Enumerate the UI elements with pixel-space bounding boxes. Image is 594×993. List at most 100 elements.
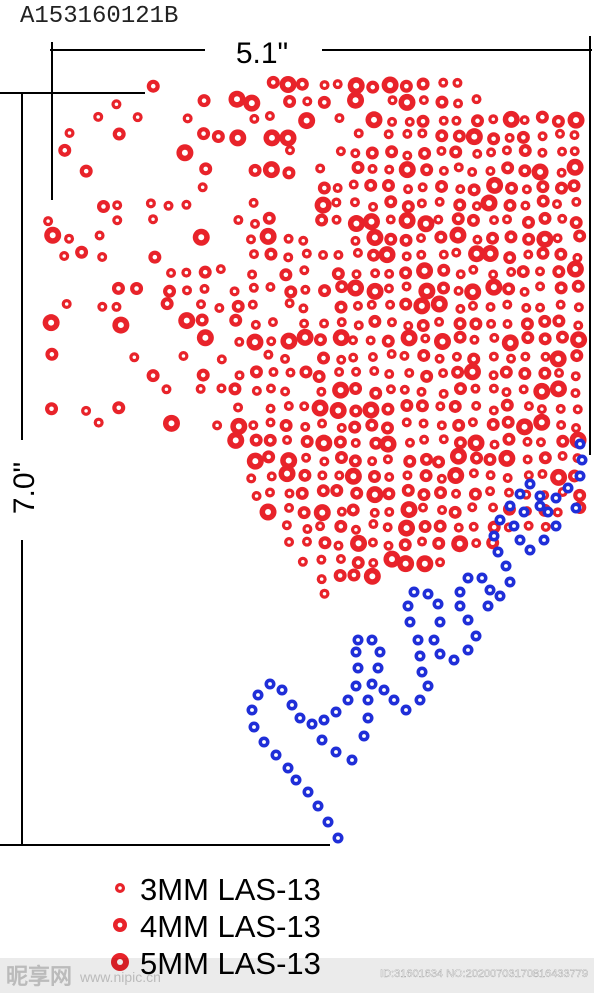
rhinestone-hole	[322, 718, 326, 722]
rhinestone-hole	[114, 102, 119, 107]
rhinestone-hole	[237, 373, 242, 378]
rhinestone-hole	[268, 251, 274, 257]
rhinestone-hole	[387, 272, 391, 276]
rhinestone-hole	[471, 525, 476, 529]
rhinestone-hole	[423, 336, 428, 341]
rhinestone-hole	[574, 374, 578, 378]
rhinestone-hole	[436, 217, 441, 222]
rhinestone-hole	[322, 459, 327, 464]
rhinestone-hole	[403, 270, 408, 276]
rhinestone-hole	[283, 389, 287, 394]
rhinestone-hole	[235, 304, 241, 309]
rhinestone-hole	[507, 136, 512, 140]
rhinestone-hole	[352, 424, 357, 430]
rhinestone-hole	[302, 404, 306, 409]
rhinestone-hole	[491, 505, 495, 510]
rhinestone-hole	[262, 740, 266, 744]
rhinestone-hole	[252, 286, 256, 290]
rhinestone-hole	[354, 650, 358, 654]
rhinestone-hole	[573, 391, 578, 395]
rhinestone-hole	[252, 725, 256, 729]
rhinestone-hole	[491, 524, 497, 530]
rhinestone-hole	[265, 233, 272, 240]
rhinestone-hole	[436, 541, 442, 546]
rhinestone-hole	[269, 339, 273, 343]
rhinestone-hole	[270, 80, 276, 85]
rhinestone-hole	[538, 269, 542, 274]
design-code: A153160121B	[20, 3, 178, 30]
rhinestone-hole	[509, 270, 513, 274]
rhinestone-hole	[457, 133, 462, 139]
rhinestone-hole	[538, 305, 542, 310]
rhinestone-hole	[181, 354, 186, 358]
rhinestone-hole	[560, 217, 564, 221]
rhinestone-hole	[294, 778, 298, 782]
rhinestone-hole	[527, 473, 531, 477]
rhinestone-hole	[388, 236, 394, 242]
rhinestone-hole	[466, 576, 470, 580]
rhinestone-hole	[456, 423, 461, 428]
rhinestone-hole	[518, 538, 522, 542]
rhinestone-hole	[488, 489, 492, 493]
rhinestone-hole	[575, 336, 582, 343]
rhinestone-hole	[200, 185, 205, 190]
rhinestone-hole	[458, 604, 462, 608]
rhinestone-hole	[300, 81, 305, 87]
rhinestone-hole	[322, 185, 327, 191]
rhinestone-hole	[526, 252, 531, 257]
rhinestone-hole	[491, 272, 495, 277]
rhinestone-hole	[319, 509, 326, 516]
rhinestone-hole	[84, 409, 88, 413]
rhinestone-hole	[385, 425, 390, 431]
rhinestone-hole	[268, 134, 275, 141]
rhinestone-hole	[356, 131, 361, 136]
rhinestone-hole	[404, 217, 411, 224]
rhinestone-hole	[268, 490, 272, 495]
rhinestone-hole	[440, 508, 444, 512]
rhinestone-hole	[412, 590, 416, 594]
rhinestone-hole	[528, 548, 532, 552]
rhinestone-hole	[355, 540, 362, 547]
rhinestone-hole	[201, 98, 207, 103]
rhinestone-hole	[540, 134, 545, 139]
heart-pattern	[42, 75, 588, 599]
rhinestone-hole	[504, 390, 509, 394]
rhinestone-hole	[454, 232, 461, 239]
rhinestone-hole	[280, 688, 284, 692]
rhinestone-hole	[546, 510, 550, 514]
rhinestone-hole	[555, 385, 562, 392]
rhinestone-hole	[266, 454, 271, 460]
rhinestone-hole	[458, 187, 463, 191]
rhinestone-hole	[271, 320, 275, 324]
rhinestone-hole	[488, 305, 493, 309]
rhinestone-hole	[436, 459, 441, 465]
rhinestone-hole	[452, 472, 459, 479]
rhinestone-hole	[322, 591, 327, 596]
rhinestone-hole	[421, 560, 428, 567]
rhinestone-hole	[438, 560, 442, 565]
rhinestone-hole	[490, 284, 497, 291]
rhinestone-hole	[269, 474, 274, 479]
rhinestone-hole	[452, 510, 458, 515]
rhinestone-hole	[338, 524, 344, 529]
rhinestone-hole	[319, 557, 324, 562]
rhinestone-hole	[390, 320, 394, 325]
rhinestone-hole	[527, 404, 531, 408]
rhinestone-hole	[232, 289, 237, 294]
rhinestone-hole	[492, 354, 496, 359]
rhinestone-hole	[387, 475, 391, 479]
rhinestone-hole	[505, 402, 510, 408]
rhinestone-hole	[392, 698, 396, 702]
rhinestone-hole	[438, 620, 442, 624]
rhinestone-hole	[404, 708, 408, 712]
rhinestone-hole	[542, 319, 548, 324]
rhinestone-hole	[441, 80, 446, 85]
rhinestone-hole	[404, 403, 410, 408]
rhinestone-hole	[116, 131, 122, 137]
rhinestone-hole	[554, 524, 558, 528]
rhinestone-hole	[438, 490, 443, 495]
rhinestone-hole	[303, 288, 308, 292]
rhinestone-hole	[382, 688, 386, 692]
rhinestone-hole	[418, 302, 425, 309]
rhinestone-hole	[249, 237, 253, 242]
